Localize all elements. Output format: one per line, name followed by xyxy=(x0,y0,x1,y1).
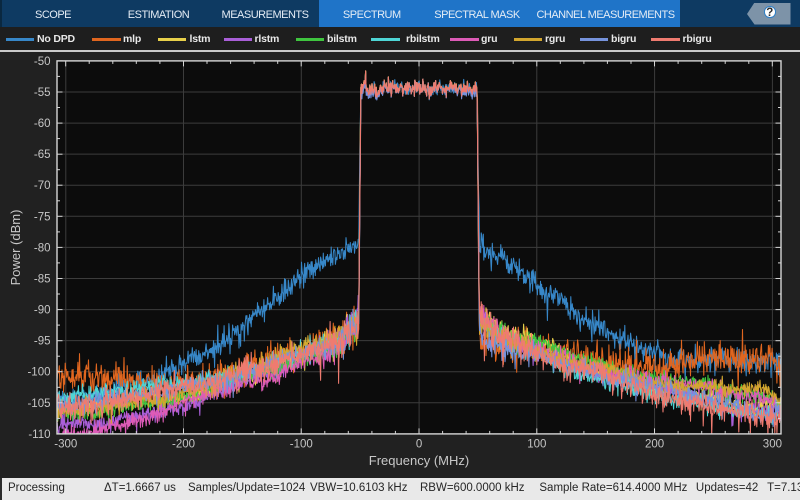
svg-text:-85: -85 xyxy=(34,273,51,285)
svg-text:-55: -55 xyxy=(34,87,51,99)
svg-text:-105: -105 xyxy=(27,397,50,409)
svg-text:-80: -80 xyxy=(34,242,51,254)
svg-text:100: 100 xyxy=(527,438,546,450)
svg-text:200: 200 xyxy=(645,438,664,450)
svg-text:-110: -110 xyxy=(28,428,50,440)
svg-text:Power (dBm): Power (dBm) xyxy=(8,209,23,285)
svg-text:0: 0 xyxy=(416,438,422,450)
svg-text:-100: -100 xyxy=(27,366,50,378)
svg-text:-90: -90 xyxy=(34,304,51,316)
svg-text:-75: -75 xyxy=(34,211,51,223)
svg-text:-50: -50 xyxy=(34,55,51,67)
svg-text:-95: -95 xyxy=(34,335,51,347)
svg-text:-300: -300 xyxy=(54,438,77,450)
svg-text:-65: -65 xyxy=(34,149,51,161)
svg-text:-200: -200 xyxy=(172,438,195,450)
svg-text:-60: -60 xyxy=(34,118,51,130)
svg-text:-100: -100 xyxy=(290,438,313,450)
svg-text:-70: -70 xyxy=(34,180,51,192)
svg-text:300: 300 xyxy=(763,438,782,450)
svg-text:Frequency (MHz): Frequency (MHz) xyxy=(369,453,469,468)
